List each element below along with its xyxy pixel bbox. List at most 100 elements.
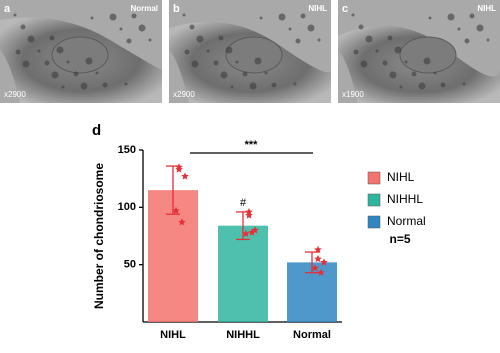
organelle: [476, 24, 484, 32]
legend-swatch: [367, 193, 381, 207]
organelle: [95, 71, 99, 75]
organelle: [317, 38, 321, 42]
organelle: [469, 13, 475, 19]
legend-label: NIHL: [387, 170, 415, 184]
organelle: [307, 24, 315, 32]
organelle: [399, 85, 403, 89]
organelle: [428, 16, 432, 20]
organelle: [440, 82, 446, 88]
magnification: x2900: [173, 90, 195, 99]
panel-label: d: [92, 122, 101, 139]
organelle: [464, 38, 470, 44]
organelle: [61, 85, 65, 89]
organelle: [182, 13, 186, 17]
organelle: [259, 16, 263, 20]
organelle: [225, 46, 233, 54]
organelle: [109, 13, 117, 21]
organelle: [418, 82, 426, 90]
organelle: [138, 24, 146, 32]
panel-label: b: [173, 3, 180, 15]
organelle: [148, 38, 152, 42]
organelle: [44, 60, 50, 66]
organelle: [235, 60, 239, 64]
data-point: [172, 206, 180, 214]
organelle: [80, 82, 88, 90]
organelle: [20, 24, 26, 30]
organelle: [411, 71, 417, 77]
organelle: [56, 46, 64, 54]
bar: [218, 225, 268, 322]
organelle: [13, 13, 17, 17]
organelle: [278, 13, 286, 21]
organelle: [66, 60, 70, 64]
nucleus: [51, 36, 109, 74]
organelle: [389, 71, 397, 79]
magnification: x2900: [4, 90, 26, 99]
annotation: #: [240, 197, 247, 209]
organelle: [220, 71, 228, 79]
organelle: [254, 57, 262, 65]
data-point: [317, 268, 325, 276]
data-point: [181, 172, 189, 180]
sample-size: n=5: [389, 232, 410, 246]
organelle: [15, 49, 21, 55]
organelle: [375, 49, 379, 53]
organelle: [49, 35, 55, 41]
organelle: [213, 60, 219, 66]
y-tick-label: 150: [118, 144, 136, 156]
data-point: [320, 258, 328, 266]
organelle: [288, 27, 292, 31]
organelle: [249, 82, 257, 90]
x-tick-label: NIHHL: [226, 329, 260, 341]
organelle: [126, 38, 132, 44]
panel-condition: NIHL: [477, 4, 496, 13]
micrograph: a Normal x2900: [0, 0, 162, 103]
organelle: [22, 60, 30, 68]
significance-label: ***: [245, 139, 259, 151]
organelle: [90, 16, 94, 20]
legend-swatch: [367, 215, 381, 229]
micrograph: b NIHL x2900: [169, 0, 331, 103]
organelle: [37, 49, 41, 53]
organelle: [353, 49, 359, 55]
organelle: [423, 57, 431, 65]
organelle: [102, 82, 108, 88]
data-point: [248, 228, 256, 236]
chart: d Number of chondriosome 50 100 150 NIHL NIHL N…: [92, 122, 426, 341]
organelle: [295, 38, 301, 44]
organelle: [131, 13, 137, 19]
organelle: [85, 57, 93, 65]
data-point: [178, 218, 186, 226]
organelle: [27, 35, 35, 43]
organelle: [433, 71, 437, 75]
data-point: [245, 211, 253, 219]
organelle: [218, 35, 224, 41]
organelle: [242, 71, 248, 77]
organelle: [191, 60, 199, 68]
nucleus: [225, 36, 283, 74]
nucleus: [399, 36, 457, 74]
organelle: [358, 24, 364, 30]
y-tick-label: 100: [118, 201, 136, 213]
organelle: [404, 60, 408, 64]
organelle: [457, 27, 461, 31]
organelle: [486, 38, 490, 42]
organelle: [351, 13, 355, 17]
organelle: [51, 71, 59, 79]
organelle: [119, 27, 123, 31]
organelle: [73, 71, 79, 77]
panel-condition: Normal: [130, 4, 158, 13]
data-point: [311, 264, 319, 272]
data-point: [175, 165, 183, 173]
micrograph: c NIHL x1900: [338, 0, 500, 103]
y-axis-label: Number of chondriosome: [92, 163, 106, 309]
organelle: [365, 35, 373, 43]
organelle: [230, 85, 234, 89]
micrograph-panels: a Normal x2900 b NIHL x2900 c NIHL x1900: [0, 0, 500, 103]
magnification: x1900: [342, 90, 364, 99]
organelle: [293, 82, 297, 86]
organelle: [124, 82, 128, 86]
organelle: [300, 13, 306, 19]
organelle: [264, 71, 268, 75]
